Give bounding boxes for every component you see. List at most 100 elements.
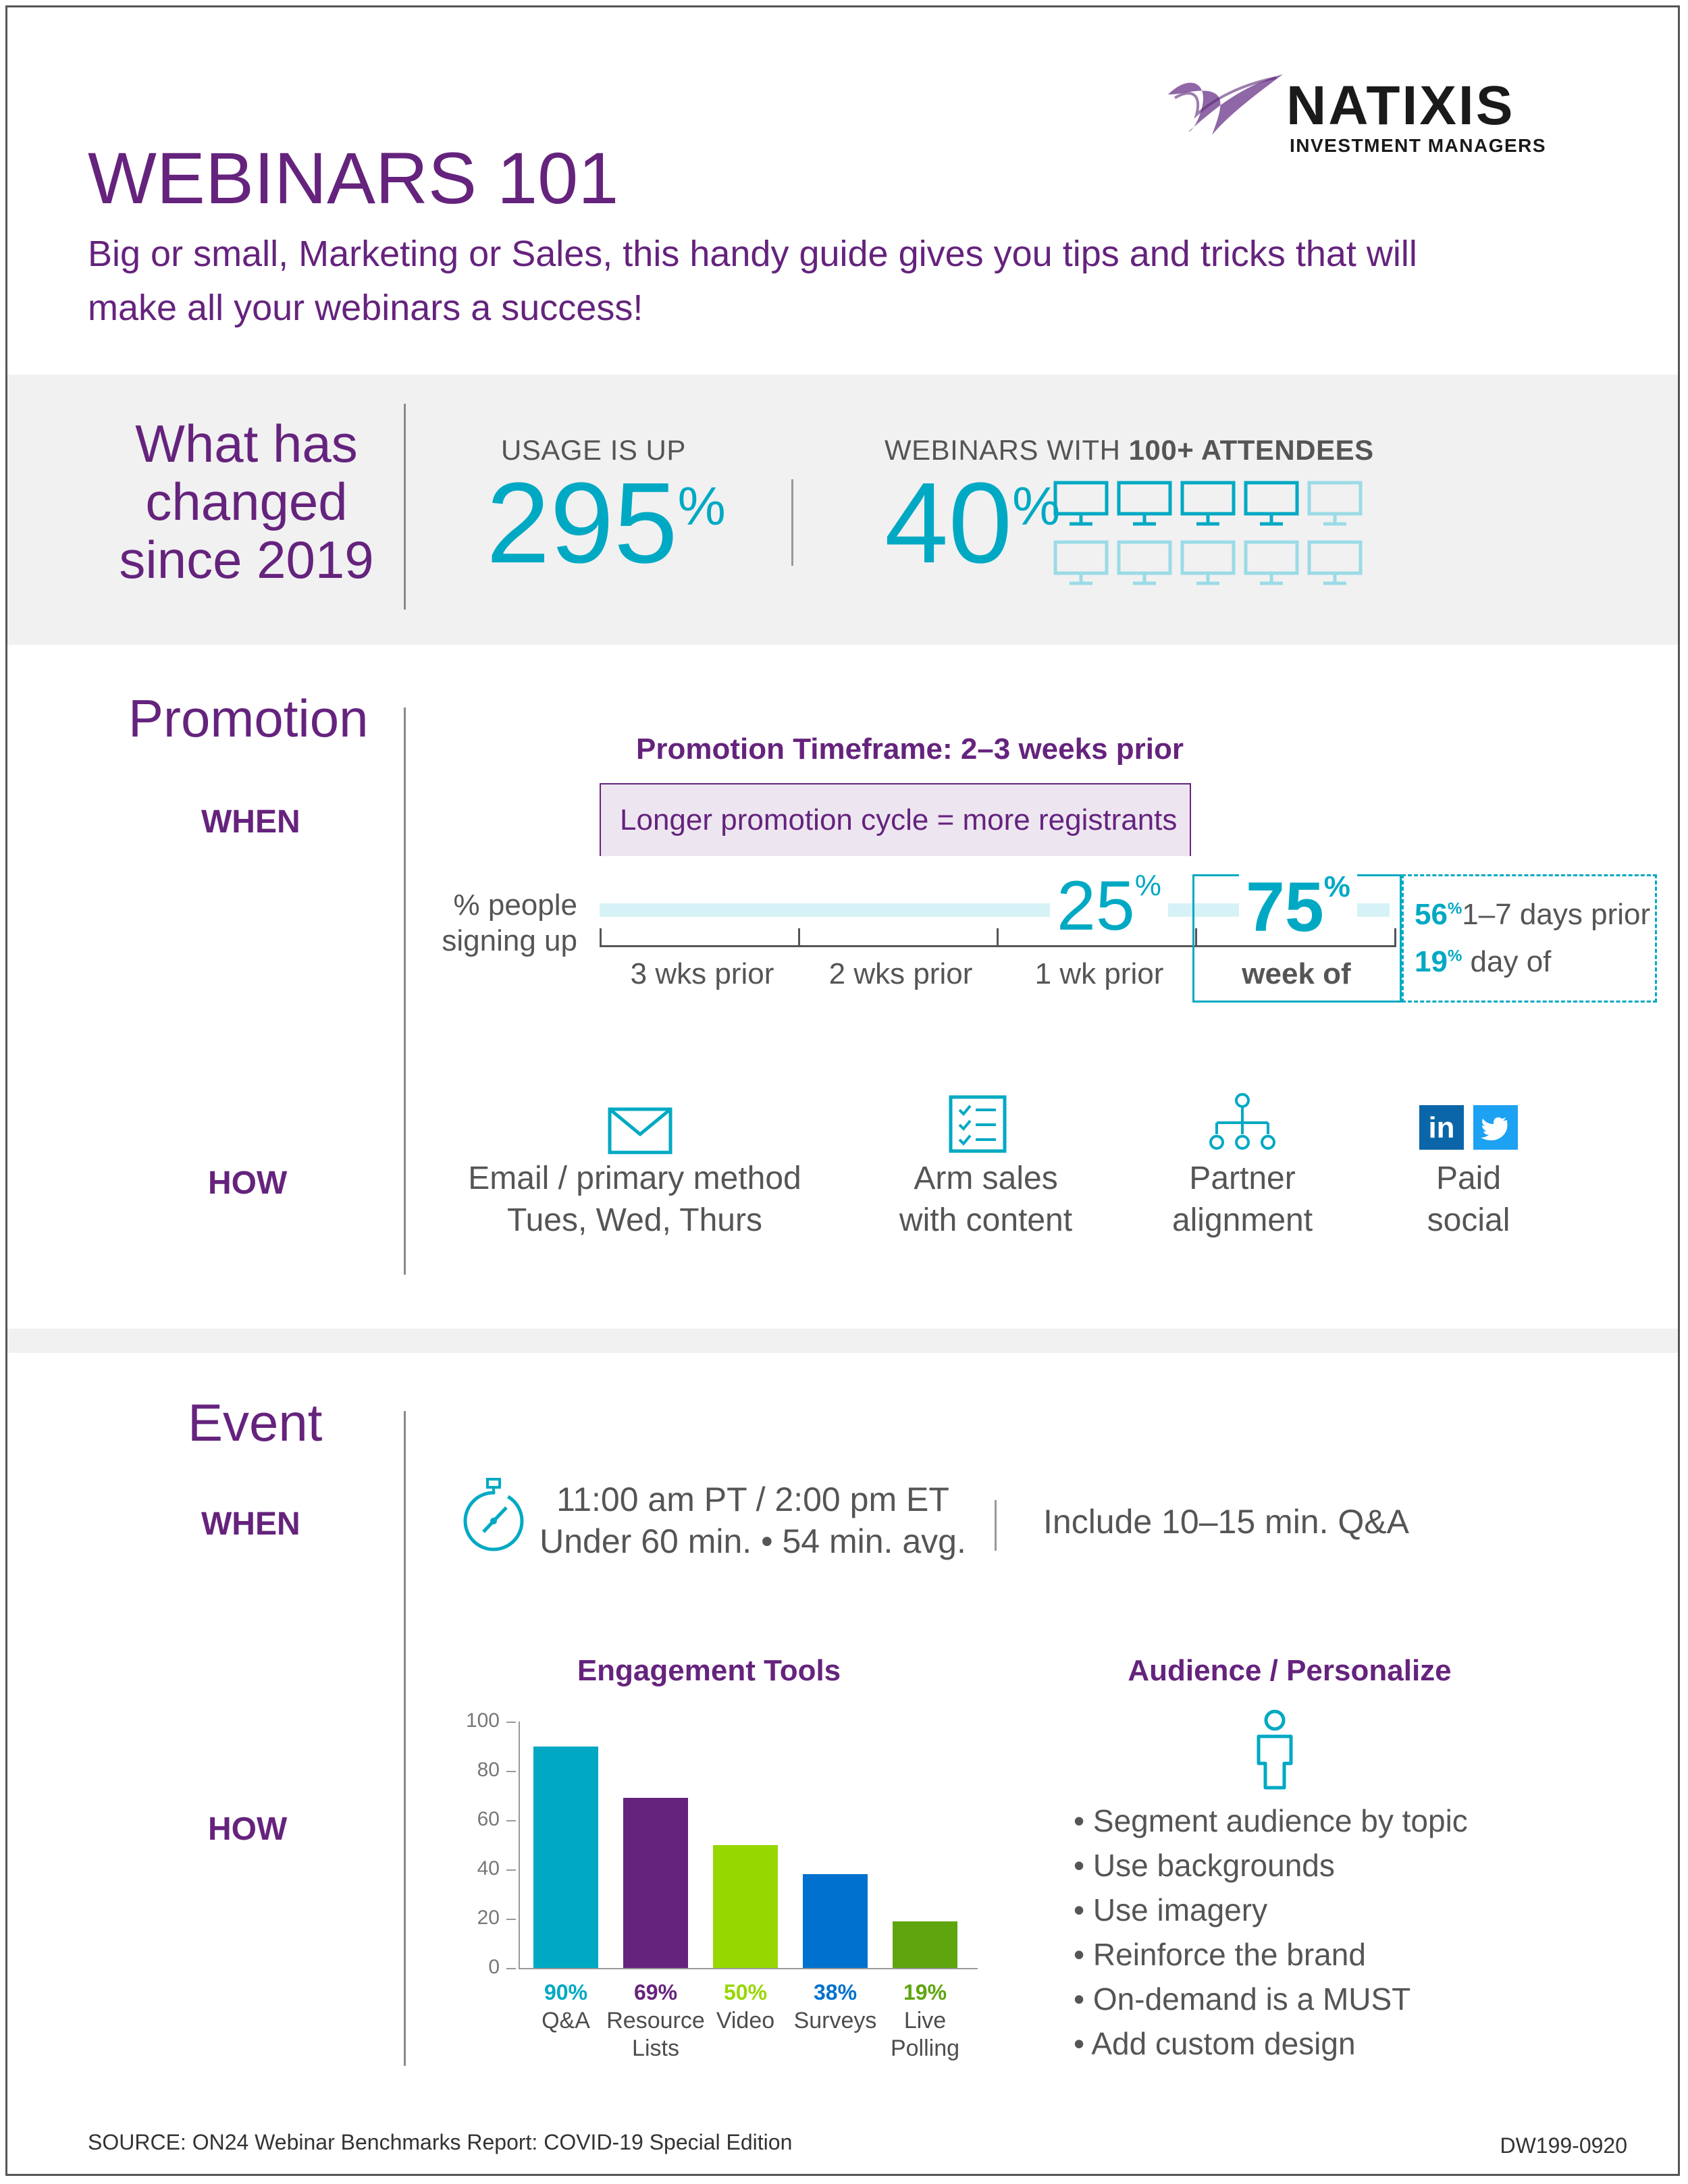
changed-heading: What has changed since 2019 — [95, 415, 398, 589]
natixis-swirl-icon — [1168, 74, 1283, 135]
monitor-icon — [1244, 481, 1299, 526]
audience-bullet: • Reinforce the brand — [1074, 1937, 1366, 1972]
detail-1-value: 56 — [1415, 898, 1448, 931]
period-label-4: week of — [1242, 957, 1351, 990]
pct-1wk-value: 25 — [1057, 867, 1135, 945]
chart-bar — [893, 1921, 957, 1968]
person-icon — [1257, 1709, 1293, 1790]
how-item-email: Email / primary method Tues, Wed, Thurs — [439, 1158, 830, 1242]
how-item-email-line-2: Tues, Wed, Thurs — [507, 1202, 762, 1239]
event-time-line-2: Under 60 min. • 54 min. avg. — [539, 1522, 966, 1560]
chart-y-tick-label: 20 — [477, 1907, 500, 1929]
linkedin-icon: in — [1419, 1105, 1464, 1150]
stats-divider — [791, 479, 793, 566]
chart-category-label-line: Q&A — [542, 2008, 590, 2033]
webinars-caption-part-b: 100+ ATTENDEES — [1128, 434, 1374, 466]
how-item-paid-social: Paid social — [1374, 1158, 1563, 1242]
audience-list: • Segment audience by topic • Use backgro… — [1074, 1799, 1560, 2066]
timeline-tick-4 — [1195, 928, 1197, 947]
chart-value-label: 90% — [544, 1980, 588, 2004]
chart-category-label: Video — [695, 2007, 796, 2035]
chart-y-tick — [506, 1722, 516, 1723]
period-label-3: 1 wk prior — [1034, 957, 1164, 990]
how-item-email-line-1: Email / primary method — [468, 1161, 801, 1196]
chart-category-label-line: Resource — [606, 2008, 705, 2033]
usage-value: 295 — [486, 459, 678, 587]
detail-1-unit: % — [1447, 899, 1462, 918]
chart-bar — [533, 1746, 598, 1968]
twitter-icon — [1473, 1105, 1518, 1150]
how-item-partner-line-2: alignment — [1171, 1202, 1313, 1239]
event-time-block: 11:00 am PT / 2:00 pm ET Under 60 min. •… — [533, 1479, 972, 1562]
twitter-bird-glyph — [1481, 1117, 1508, 1141]
pct-1wk-unit: % — [1134, 869, 1161, 902]
webinars-caption: WEBINARS WITH 100+ ATTENDEES — [885, 434, 1374, 467]
page-tagline-line-2: make all your webinars a success! — [88, 288, 643, 328]
signup-track — [600, 903, 1390, 917]
chart-y-tick-label: 60 — [477, 1808, 500, 1830]
promotion-timeframe: Promotion Timeframe: 2–3 weeks prior — [636, 733, 1184, 766]
audience-bullet: • Add custom design — [1074, 2026, 1356, 2061]
event-qa-note: Include 10–15 min. Q&A — [1043, 1503, 1409, 1541]
signup-axis-caption-line-1: % people — [453, 888, 577, 922]
usage-stat: 295% — [486, 466, 726, 581]
pct-weekof-stat: 75% — [1239, 872, 1357, 942]
monitor-icon-grid — [1053, 481, 1377, 595]
webinars-caption-part-a: WEBINARS WITH — [885, 434, 1129, 466]
event-heading: Event — [188, 1393, 323, 1452]
how-item-paid-social-line-1: Paid — [1435, 1161, 1502, 1196]
chart-y-tick-label: 40 — [477, 1857, 500, 1880]
monitor-icon — [1307, 540, 1363, 585]
envelope-icon — [608, 1107, 672, 1154]
signup-axis-caption: % people signing up — [422, 888, 577, 959]
detail-2-text: day of — [1470, 945, 1552, 978]
pct-weekof-value: 75 — [1246, 868, 1324, 947]
promotion-how-label: HOW — [208, 1165, 288, 1201]
promotion-heading: Promotion — [128, 689, 369, 748]
brand-logo: NATIXIS INVESTMENT MANAGERS — [1161, 68, 1566, 156]
week-of-detail-2: 19% day of — [1415, 945, 1551, 979]
audience-title: Audience / Personalize — [1128, 1654, 1452, 1687]
promotion-callout-text: Longer promotion cycle = more registrant… — [620, 803, 1178, 836]
chart-bar — [803, 1874, 868, 1968]
chart-y-tick — [506, 1968, 516, 1969]
monitor-icon — [1117, 481, 1172, 526]
page-border — [5, 5, 1680, 2176]
pct-1wk-stat: 25% — [1050, 871, 1168, 941]
chart-value-label: 19% — [903, 1980, 947, 2004]
webinars-stat: 40% — [885, 466, 1060, 581]
chart-category-label-line: Surveys — [793, 2008, 877, 2033]
how-item-partner-line-1: Partner — [1189, 1161, 1296, 1196]
period-label-1: 3 wks prior — [630, 957, 774, 990]
webinars-value: 40 — [885, 459, 1013, 587]
monitor-icon — [1053, 481, 1109, 526]
chart-category-label: Live Polling — [874, 2007, 976, 2062]
audience-bullet: • Segment audience by topic — [1074, 1803, 1468, 1838]
brand-subtitle: INVESTMENT MANAGERS — [1290, 135, 1547, 156]
audience-bullet: • Use imagery — [1074, 1892, 1268, 1927]
chart-y-tick-label: 0 — [488, 1956, 500, 1978]
chart-value-label: 69% — [633, 1980, 678, 2004]
chart-y-axis — [519, 1722, 520, 1968]
chart-y-tick — [506, 1771, 516, 1772]
event-time-line-1: 11:00 am PT / 2:00 pm ET — [556, 1481, 949, 1518]
page-tagline-line-1: Big or small, Marketing or Sales, this h… — [88, 234, 1417, 274]
promotion-divider — [404, 708, 406, 1275]
chart-category-label: Surveys — [785, 2007, 886, 2035]
chart-y-tick — [506, 1820, 516, 1821]
page-title: WEBINARS 101 — [88, 137, 619, 219]
usage-unit: % — [677, 476, 726, 536]
org-chart-icon — [1209, 1093, 1275, 1150]
chart-value-label: 50% — [723, 1980, 768, 2004]
timeline-tick-5 — [1394, 928, 1396, 947]
signup-axis-caption-line-2: signing up — [442, 924, 577, 957]
chart-y-tick-label: 100 — [465, 1709, 500, 1732]
chart-y-tick — [506, 1869, 516, 1871]
chart-value-label: 38% — [813, 1980, 858, 2004]
webinars-unit: % — [1012, 476, 1061, 536]
monitor-icon — [1244, 540, 1299, 585]
promotion-when-label: WHEN — [201, 804, 300, 840]
audience-bullet: • On-demand is a MUST — [1074, 1981, 1411, 2017]
monitor-icon — [1180, 540, 1236, 585]
